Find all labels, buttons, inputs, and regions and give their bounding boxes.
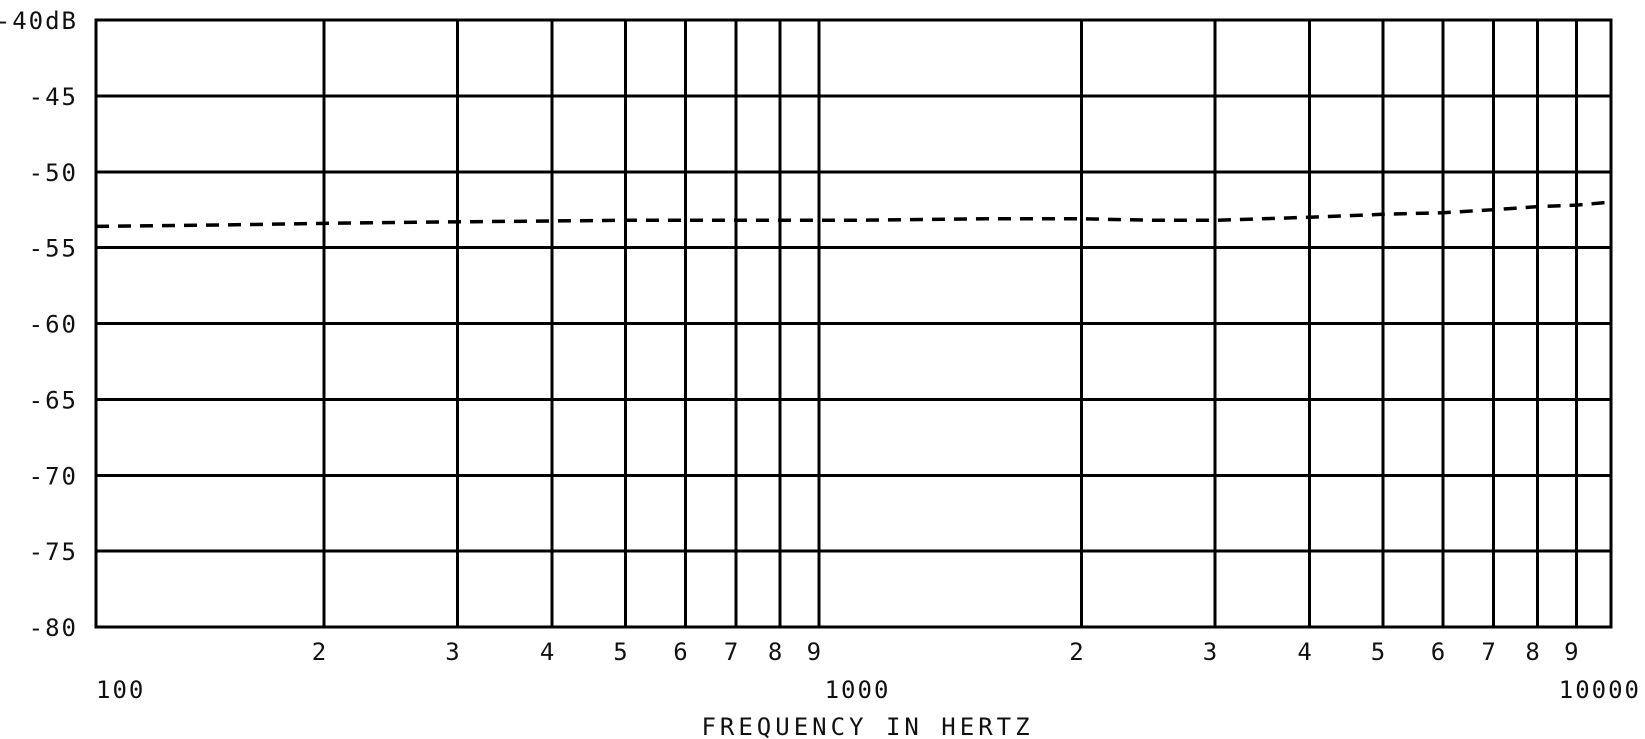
x-major-tick-label: 100 xyxy=(96,676,145,704)
y-tick-label: -65 xyxy=(29,386,78,414)
label-layer: -40dB-45-50-55-60-65-70-75-802 3 4 5 6 7 8 9 2 3 4… xyxy=(0,7,1641,704)
series-layer xyxy=(95,200,1612,229)
x-minor-tick-label: 4 xyxy=(1297,638,1313,666)
x-minor-tick-label: 8 xyxy=(1525,638,1541,666)
x-axis-label: FREQUENCY IN HERTZ xyxy=(701,713,1033,739)
y-tick-label: -75 xyxy=(29,538,78,566)
x-minor-tick-label: 9 xyxy=(807,638,823,666)
x-minor-tick-label: 7 xyxy=(1481,638,1497,666)
x-minor-tick-label: 5 xyxy=(613,638,629,666)
plot-frame xyxy=(94,18,1613,629)
grid-layer xyxy=(96,18,1611,629)
y-tick-label: -60 xyxy=(29,311,78,339)
y-tick-label: -55 xyxy=(29,235,78,263)
y-tick-label: -70 xyxy=(29,462,78,490)
x-major-tick-label: 1000 xyxy=(825,676,891,704)
x-minor-tick-label: 3 xyxy=(445,638,461,666)
y-tick-label: -45 xyxy=(29,83,78,111)
x-minor-tick-label: 2 xyxy=(312,638,328,666)
x-major-tick-label: 10000 xyxy=(1559,676,1641,704)
x-minor-tick-label: 6 xyxy=(673,638,689,666)
x-minor-tick-label: 8 xyxy=(768,638,784,666)
x-minor-tick-label: 3 xyxy=(1203,638,1219,666)
x-minor-tick-label: 9 xyxy=(1564,638,1580,666)
x-minor-tick-label: 7 xyxy=(724,638,740,666)
y-tick-label: -50 xyxy=(29,159,78,187)
x-minor-tick-label: 6 xyxy=(1431,638,1447,666)
x-minor-tick-label: 4 xyxy=(540,638,556,666)
frame-layer xyxy=(94,18,1613,629)
series-line-0 xyxy=(95,200,1612,229)
y-tick-label: -80 xyxy=(29,614,78,642)
x-minor-tick-label: 2 xyxy=(1069,638,1085,666)
x-minor-tick-label: 5 xyxy=(1371,638,1387,666)
y-tick-label: -40dB xyxy=(0,7,78,35)
